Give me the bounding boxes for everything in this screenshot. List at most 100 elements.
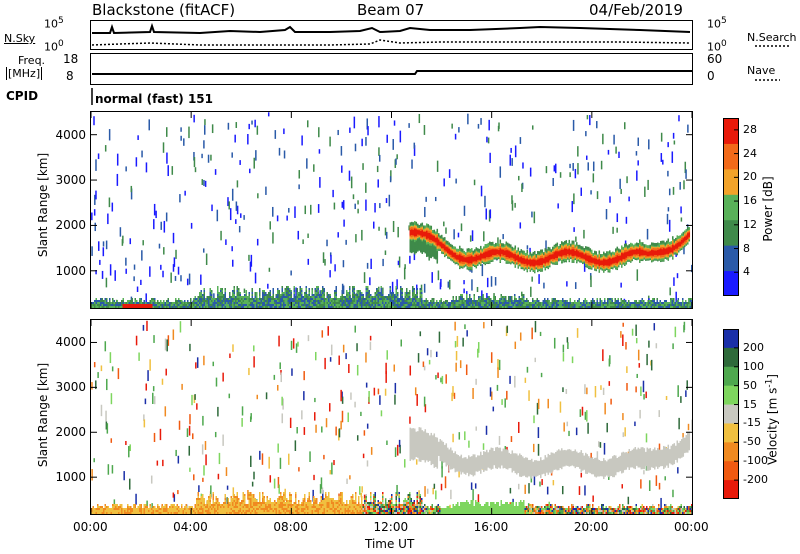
heatmap-cell [416,300,418,302]
heatmap-cell [389,176,392,183]
heatmap-cell [364,298,366,300]
heatmap-cell [410,306,412,308]
heatmap-cell [299,304,301,306]
heatmap-cell [215,298,217,300]
heatmap-cell [403,304,405,306]
heatmap-cell [397,292,399,294]
heatmap-cell [632,302,634,304]
heatmap-cell [220,292,222,294]
heatmap-cell [638,306,640,308]
heatmap-cell [256,238,259,246]
heatmap-cell [314,302,316,304]
heatmap-cell [155,302,157,304]
heatmap-cell [380,304,382,306]
heatmap-cell [391,298,393,300]
heatmap-cell [677,306,679,308]
heatmap-cell [481,264,484,277]
heatmap-cell [272,302,274,304]
heatmap-cell [338,302,340,304]
heatmap-cell [262,302,264,304]
heatmap-cell [94,300,96,302]
heatmap-cell [188,302,190,304]
heatmap-cell [410,302,412,304]
heatmap-cell [374,306,376,308]
heatmap-cell [389,292,391,294]
heatmap-cell [522,162,524,169]
heatmap-cell [298,294,300,296]
heatmap-cell [236,180,239,188]
heatmap-cell [122,302,124,304]
heatmap-cell [104,300,106,302]
heatmap-cell [487,298,489,300]
heatmap-cell [500,294,502,296]
heatmap-cell [319,177,321,188]
heatmap-cell [287,290,289,292]
heatmap-cell [347,304,349,306]
heatmap-cell [641,298,643,300]
heatmap-cell [503,302,505,304]
heatmap-cell [629,306,631,308]
heatmap-cell [277,288,279,290]
heatmap-cell [247,134,249,145]
heatmap-cell [560,302,562,304]
heatmap-cell [671,304,673,306]
heatmap-cell [160,264,162,270]
heatmap-cell [136,302,138,304]
heatmap-cell [217,294,219,296]
heatmap-cell [170,306,172,308]
heatmap-cell [610,300,612,302]
heatmap-cell [363,272,366,284]
heatmap-cell [313,164,315,172]
heatmap-cell [245,294,247,296]
heatmap-cell [368,296,370,298]
heatmap-cell [233,288,235,290]
heatmap-cell [193,157,196,168]
heatmap-cell [203,302,205,304]
heatmap-cell [433,229,436,233]
heatmap-cell [253,304,255,306]
heatmap-cell [526,298,528,300]
heatmap-cell [667,207,670,212]
heatmap-cell [220,288,222,290]
heatmap-cell [234,134,236,143]
heatmap-cell [583,306,585,308]
heatmap-cell [205,306,207,308]
heatmap-cell [409,294,411,296]
heatmap-cell [343,302,345,304]
heatmap-cell [658,302,660,304]
heatmap-cell [509,154,511,166]
heatmap-cell [547,300,549,302]
heatmap-cell [178,302,180,304]
heatmap-cell [227,197,229,207]
heatmap-cell [683,242,685,255]
heatmap-cell [250,302,252,304]
heatmap-cell [370,304,372,306]
heatmap-cell [284,292,286,294]
heatmap-cell [644,186,646,197]
heatmap-cell [486,243,488,247]
heatmap-cell [283,150,286,159]
heatmap-cell [458,302,460,304]
heatmap-cell [436,306,438,308]
heatmap-cell [462,248,464,252]
heatmap-cell [188,306,190,308]
heatmap-cell [263,298,265,300]
heatmap-cell [353,298,355,300]
heatmap-cell [310,204,312,215]
heatmap-cell [365,294,367,296]
heatmap-cell [511,195,513,205]
heatmap-cell [313,300,315,302]
heatmap-cell [142,302,144,304]
heatmap-cell [331,298,333,300]
heatmap-cell [334,304,336,306]
heatmap-cell [197,300,199,302]
heatmap-cell [607,306,609,308]
heatmap-cell [121,302,123,304]
heatmap-cell [290,298,292,300]
heatmap-cell [313,296,315,298]
heatmap-cell [235,122,238,128]
heatmap-cell [419,288,421,290]
heatmap-cell [545,300,547,302]
heatmap-cell [472,306,474,308]
cpid-value: normal (fast) 151 [95,92,213,106]
